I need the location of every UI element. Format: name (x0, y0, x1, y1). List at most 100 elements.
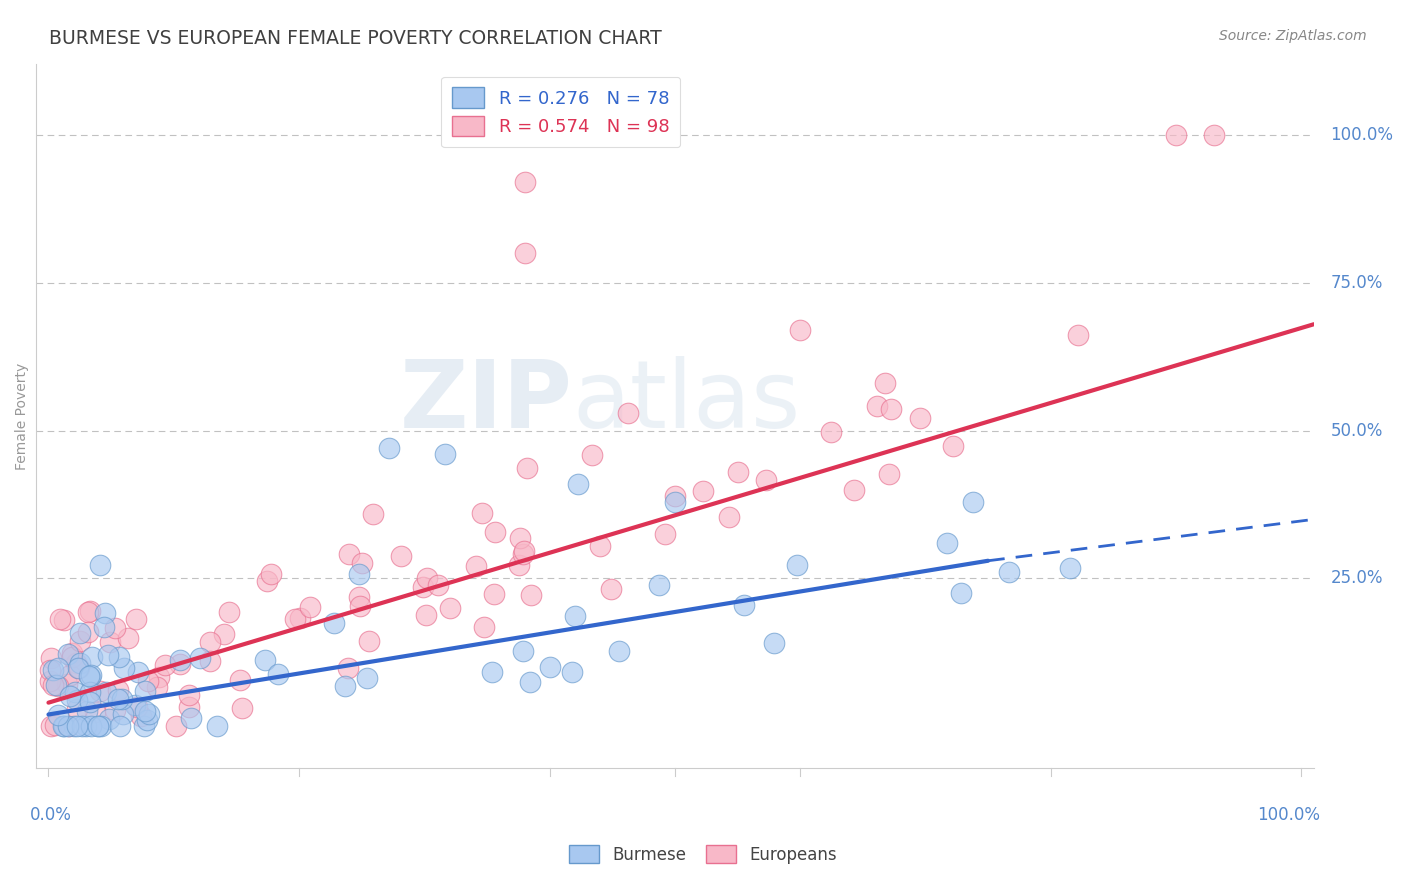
Point (69, 626, 91, 640)
Point (80, 719, 103, 733)
Point (79, 695, 101, 709)
Point (434, 447, 457, 461)
Point (39, 719, 62, 733)
Point (786, 558, 808, 572)
Point (93, 620, 115, 634)
Point (89, 683, 111, 698)
Point (89, 558, 111, 573)
Point (1059, 561, 1081, 575)
Point (108, 719, 131, 733)
Legend: R = 0.276   N = 78, R = 0.574   N = 98: R = 0.276 N = 78, R = 0.574 N = 98 (441, 77, 681, 147)
Point (516, 461, 538, 475)
Point (254, 653, 277, 667)
Point (820, 425, 842, 440)
Point (482, 587, 505, 601)
Point (87, 719, 110, 733)
Point (512, 643, 534, 657)
Point (654, 527, 676, 541)
Point (205, 719, 228, 733)
Point (65, 656, 87, 670)
Point (77, 605, 100, 619)
Point (416, 570, 439, 584)
Point (284, 612, 307, 626)
Point (229, 673, 252, 687)
Point (717, 509, 740, 524)
Point (875, 376, 897, 390)
Point (581, 448, 603, 462)
Point (512, 544, 534, 558)
Point (267, 667, 290, 681)
Point (588, 539, 610, 553)
Point (1067, 327, 1090, 342)
Point (198, 654, 221, 668)
Point (412, 580, 434, 594)
Point (117, 631, 139, 645)
Point (108, 650, 131, 665)
Point (59, 689, 82, 703)
Point (97, 648, 120, 662)
Point (169, 653, 191, 667)
Point (298, 600, 321, 615)
Point (56, 719, 79, 733)
Point (83, 705, 105, 719)
Point (415, 608, 437, 623)
Point (38, 673, 60, 688)
Point (361, 507, 384, 521)
Point (337, 547, 360, 561)
Point (75, 719, 97, 733)
Point (513, 246, 536, 260)
Point (664, 489, 686, 503)
Point (79, 685, 101, 699)
Point (519, 675, 541, 690)
Point (214, 627, 236, 641)
Point (617, 406, 640, 420)
Point (62, 719, 84, 733)
Point (727, 465, 749, 479)
Legend: Burmese, Europeans: Burmese, Europeans (562, 838, 844, 871)
Text: Source: ZipAtlas.com: Source: ZipAtlas.com (1219, 29, 1367, 43)
Point (866, 400, 889, 414)
Point (104, 703, 127, 717)
Point (484, 525, 506, 540)
Point (877, 467, 900, 482)
Point (508, 558, 530, 573)
Point (564, 609, 586, 624)
Point (165, 719, 187, 733)
Point (94, 607, 117, 621)
Point (46, 679, 69, 693)
Point (481, 665, 503, 679)
Point (465, 559, 488, 574)
Point (103, 621, 125, 635)
Point (125, 613, 148, 627)
Point (107, 691, 129, 706)
Point (935, 536, 957, 550)
Point (46, 661, 69, 675)
Point (789, 323, 811, 337)
Point (231, 700, 253, 714)
Point (41, 678, 63, 692)
Point (998, 565, 1021, 579)
Point (762, 636, 785, 650)
Point (1164, 128, 1187, 142)
Point (520, 588, 543, 602)
Point (66, 702, 89, 716)
Point (512, 547, 534, 561)
Point (94, 685, 117, 699)
Point (426, 578, 449, 592)
Point (58, 719, 80, 733)
Point (69, 657, 91, 671)
Point (962, 495, 984, 509)
Point (60, 646, 83, 660)
Point (52, 719, 75, 733)
Point (112, 661, 135, 675)
Point (127, 665, 149, 680)
Point (256, 574, 278, 588)
Text: 25.0%: 25.0% (1330, 569, 1384, 588)
Point (65, 692, 87, 706)
Point (349, 599, 371, 613)
Point (357, 634, 380, 648)
Point (439, 601, 461, 615)
Point (513, 175, 536, 189)
Point (733, 598, 755, 612)
Point (56, 648, 79, 662)
